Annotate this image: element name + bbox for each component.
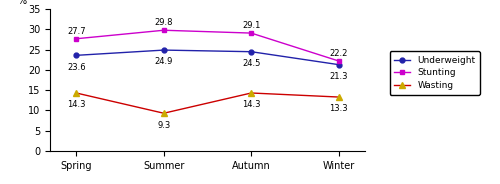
Text: 23.6: 23.6	[67, 63, 86, 72]
Text: 9.3: 9.3	[157, 121, 170, 130]
Text: 22.2: 22.2	[330, 49, 348, 58]
Wasting	[161, 112, 167, 114]
Line: Underweight: Underweight	[74, 48, 341, 67]
Line: Stunting: Stunting	[74, 28, 341, 63]
Stunting	[161, 29, 167, 31]
Stunting	[336, 60, 342, 62]
Wasting	[73, 92, 79, 94]
Text: 24.9: 24.9	[154, 57, 173, 66]
Wasting	[336, 96, 342, 98]
Underweight	[161, 49, 167, 51]
Text: 14.3: 14.3	[67, 100, 86, 109]
Text: 24.5: 24.5	[242, 59, 260, 68]
Underweight	[73, 54, 79, 56]
Line: Wasting: Wasting	[74, 90, 342, 116]
Stunting	[73, 38, 79, 40]
Underweight	[336, 63, 342, 66]
Text: 21.3: 21.3	[330, 72, 348, 81]
Stunting	[248, 32, 254, 34]
Legend: Underweight, Stunting, Wasting: Underweight, Stunting, Wasting	[390, 51, 480, 95]
Text: 13.3: 13.3	[330, 104, 348, 113]
Underweight	[248, 51, 254, 53]
Y-axis label: %: %	[17, 0, 26, 6]
Text: 29.8: 29.8	[154, 18, 173, 27]
Text: 27.7: 27.7	[67, 27, 86, 36]
Text: 14.3: 14.3	[242, 100, 260, 109]
Wasting	[248, 92, 254, 94]
Text: 29.1: 29.1	[242, 21, 260, 30]
